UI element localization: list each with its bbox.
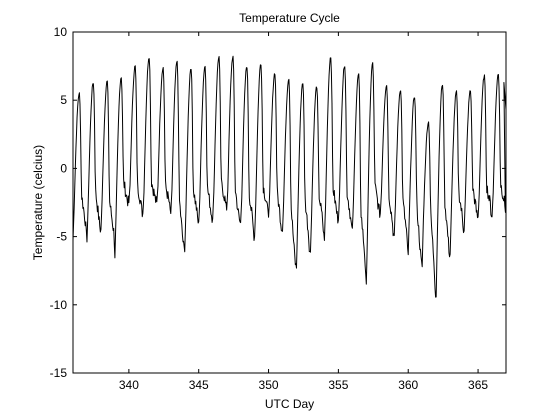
y-tick-label: 5 <box>60 93 67 107</box>
x-tick-label: 365 <box>468 378 488 392</box>
y-tick-label: 0 <box>60 161 67 175</box>
temperature-series-line <box>72 55 507 298</box>
x-tick-label: 350 <box>259 378 279 392</box>
chart-title: Temperature Cycle <box>239 11 340 25</box>
y-tick-label: -10 <box>50 298 68 312</box>
y-tick-label: -15 <box>50 366 68 380</box>
y-tick-label: -5 <box>56 230 67 244</box>
x-axis-label: UTC Day <box>265 397 314 411</box>
x-tick-label: 345 <box>189 378 209 392</box>
x-tick-label: 360 <box>398 378 418 392</box>
y-tick-label: 10 <box>54 25 68 39</box>
y-axis-label: Temperature (celcius) <box>31 145 45 260</box>
x-tick-label: 355 <box>328 378 348 392</box>
x-tick-label: 340 <box>119 378 139 392</box>
plot-area-frame <box>72 31 507 374</box>
